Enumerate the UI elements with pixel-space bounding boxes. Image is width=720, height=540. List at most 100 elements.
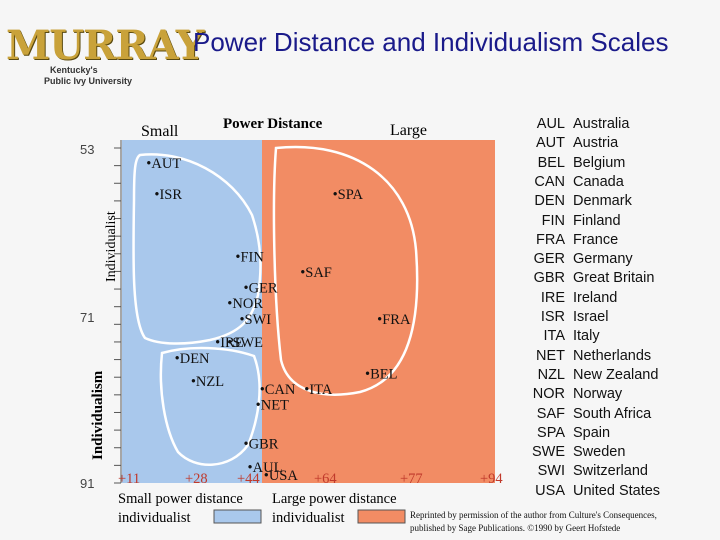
legend-code: ISR xyxy=(540,309,565,325)
point-usa: •USA xyxy=(264,468,299,484)
legend-row: NET Netherlands xyxy=(527,347,651,366)
point-gbr: •GBR xyxy=(244,437,279,453)
y-axis-label-top: Individualist xyxy=(104,211,119,282)
legend-code: IRE xyxy=(540,289,565,306)
legend-code: CAN xyxy=(534,173,565,190)
point-aul: •AUL xyxy=(248,460,283,476)
y-tick-label: 71 xyxy=(80,310,94,325)
legend-country-name: United States xyxy=(573,482,661,499)
legend-row: NOR Norway xyxy=(527,385,622,404)
legend-code: SWE xyxy=(531,444,565,461)
x-tick-label: +44 xyxy=(237,471,260,487)
logo-line-2: Public Ivy University xyxy=(44,76,133,86)
page-title: Power Distance and Individualism Scales xyxy=(193,27,669,57)
legend-row: ITA Italy xyxy=(527,327,600,346)
legend-code: AUT xyxy=(536,135,565,152)
legend-row: FRA France xyxy=(527,231,618,250)
legend-code: DEN xyxy=(534,193,565,210)
legend-country-name: Germany xyxy=(573,251,633,268)
x-tick-label: +77 xyxy=(400,471,423,487)
legend-country-name: Netherlands xyxy=(573,347,652,364)
credit-line-1: Reprinted by permission of the author fr… xyxy=(410,510,657,520)
point-fra: •FRA xyxy=(377,312,411,328)
legend-row: SWE Sweden xyxy=(527,443,625,462)
legend-country-name: Ireland xyxy=(573,289,618,306)
point-swe: •SWE xyxy=(227,335,263,351)
point-bel: •BEL xyxy=(365,366,397,382)
legend-country-name: Israel xyxy=(573,309,609,325)
y-tick-label: 53 xyxy=(80,142,94,157)
legend-row: ISR Israel xyxy=(527,308,609,327)
legend-row: BEL Belgium xyxy=(527,154,626,173)
legend-code: BEL xyxy=(537,154,565,171)
legend-code: SPA xyxy=(537,424,565,441)
legend-country-name: Finland xyxy=(573,212,621,229)
legend-row: GER Germany xyxy=(527,250,633,269)
point-aut: •AUT xyxy=(146,156,181,172)
legend-code: GER xyxy=(533,251,565,268)
legend-code: NOR xyxy=(532,386,565,403)
cluster-outline-middle xyxy=(272,145,419,396)
legend-country-name: Great Britain xyxy=(573,270,655,287)
legend-country-name: New Zealand xyxy=(573,366,659,383)
logo-wordmark: MURRAY xyxy=(6,22,204,69)
legend-row: SAF South Africa xyxy=(527,405,651,424)
legend-row: SWI Switzerland xyxy=(527,462,648,481)
point-nor: •NOR xyxy=(227,296,263,312)
legend-code: USA xyxy=(535,482,565,499)
legend-code: NET xyxy=(536,347,565,364)
legend-country-name: France xyxy=(573,231,619,248)
legend-row: IRE Ireland xyxy=(527,289,618,308)
point-spa: •SPA xyxy=(333,187,364,203)
legend-country-name: Australia xyxy=(573,116,630,132)
region-small-caption-2: individualist xyxy=(118,510,191,526)
point-saf: •SAF xyxy=(300,265,332,281)
legend-code: AUL xyxy=(536,116,565,132)
legend-code: FRA xyxy=(536,231,565,248)
region-small-power-distance xyxy=(122,140,262,483)
legend-row: SPA Spain xyxy=(527,424,610,443)
region-large-power-distance xyxy=(262,140,495,483)
cluster-outline-bottom xyxy=(159,346,261,466)
legend-row: AUT Austria xyxy=(527,134,618,153)
x-tick-label: +28 xyxy=(185,471,208,487)
x-axis-end-small: Small xyxy=(141,123,179,140)
legend-country-name: Sweden xyxy=(573,444,626,461)
legend-code: SWI xyxy=(537,463,565,480)
x-tick-label: +11 xyxy=(118,471,140,487)
legend-row: AUL Australia xyxy=(527,115,630,134)
point-den: •DEN xyxy=(175,351,210,367)
legend-country-name: Denmark xyxy=(573,193,632,210)
legend-country-name: Italy xyxy=(573,328,600,345)
legend-row: NZL New Zealand xyxy=(527,366,659,385)
point-net: •NET xyxy=(256,398,289,414)
region-small-caption-1: Small power distance xyxy=(118,491,243,507)
murray-logo: MURRAY Kentucky's Public Ivy University xyxy=(6,22,204,88)
region-large-caption-1: Large power distance xyxy=(272,491,397,507)
legend-code: NZL xyxy=(537,366,565,383)
region-large-swatch xyxy=(357,509,406,524)
legend-code: FIN xyxy=(541,212,565,229)
legend-code: SAF xyxy=(536,405,565,422)
point-ire: •IRE xyxy=(215,335,244,351)
point-swi: •SWI xyxy=(239,312,271,328)
y-tick-label: 91 xyxy=(80,476,94,491)
legend-country-name: South Africa xyxy=(573,405,652,422)
x-axis-label: Power Distance xyxy=(223,116,323,132)
legend-row: GBR Great Britain xyxy=(527,269,655,288)
point-can: •CAN xyxy=(260,382,296,398)
legend-row: USA United States xyxy=(527,482,660,501)
point-ger: •GER xyxy=(244,281,278,297)
point-nzl: •NZL xyxy=(191,374,224,390)
point-ita: •ITA xyxy=(304,382,333,398)
credit-line-2: published by Sage Publications. ©1990 by… xyxy=(410,523,621,533)
legend-country-name: Switzerland xyxy=(573,463,648,480)
credit-text: Reprinted by permission of the author fr… xyxy=(410,509,657,535)
region-large-caption-2: individualist xyxy=(272,510,345,526)
legend-row: DEN Denmark xyxy=(527,192,632,211)
point-isr: •ISR xyxy=(154,187,182,203)
legend-country-name: Austria xyxy=(573,135,619,152)
x-axis-end-large: Large xyxy=(390,122,427,139)
region-small-swatch xyxy=(213,509,262,524)
